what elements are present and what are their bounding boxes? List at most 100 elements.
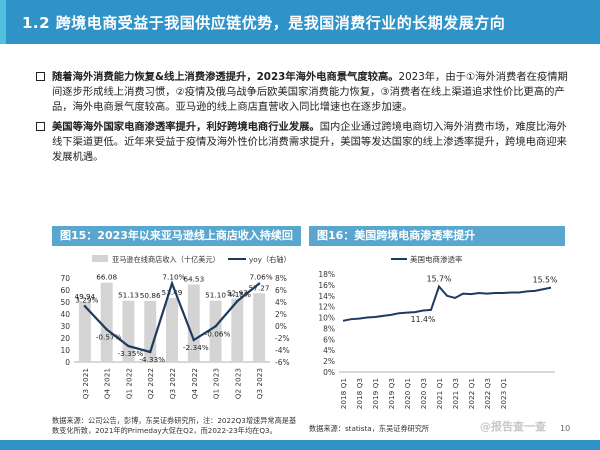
bullet-text: 2023年，由于①海外消费者在疫情期间逐步形成线上消费习惯，②疫情及俄乌战争后欧… (52, 71, 568, 113)
bar-value-label: 66.08 (96, 273, 117, 282)
x-tick-label: Q3 2022 (168, 368, 177, 399)
bar (187, 284, 200, 362)
bar (144, 300, 157, 362)
y-right-tick-label: -6% (275, 358, 290, 367)
yoy-value-label: -0.57% (96, 332, 122, 341)
chart1-source: 数据来源：公司公告，彭博，东吴证券研究所，注：2022Q3增速异常高是基数变化所… (52, 416, 297, 435)
yoy-point (83, 305, 87, 308)
x-tick-label: 2020 Q3 (419, 378, 428, 410)
yoy-value-label: -4.33% (139, 355, 165, 364)
y-left-tick-label: 60 (60, 286, 70, 295)
x-tick-label: Q2 2022 (146, 368, 155, 399)
bar (100, 282, 113, 362)
bullet-list: 随着海外消费能力恢复&线上消费渗透提升，2023年海外电商景气度较高。2023年… (36, 70, 571, 170)
y-right-tick-label: 6% (275, 286, 287, 295)
y-right-tick-label: 4% (275, 298, 287, 307)
chart1-title: 图15：2023年以来亚马逊线上商店收入持续回暖 (52, 226, 301, 262)
yoy-value-label: 3.29% (75, 295, 98, 304)
x-tick-label: Q3 2021 (81, 368, 90, 399)
page-header: 1.2 跨境电商受益于我国供应链优势，是我国消费行业的长期发展方向 (0, 0, 600, 44)
bar-value-label: 53.49 (162, 288, 183, 297)
y-tick-label: 12% (318, 303, 335, 312)
y-tick-label: 16% (318, 281, 335, 290)
x-tick-label: 2022 Q1 (467, 378, 476, 409)
x-tick-label: Q1 2023 (212, 368, 221, 400)
x-tick-label: Q1 2022 (124, 368, 133, 399)
yoy-point (236, 299, 239, 303)
bullet-heading: 随着海外消费能力恢复&线上消费渗透提升，2023年海外电商景气度较高。 (52, 71, 399, 83)
us-ecommerce-penetration-chart: 美国电商渗透率 0% 2% 4% 6% 8%10% 12% 14% 16% 18% 11.4% 15.… (318, 254, 558, 410)
x-tick-label: 2018 Q3 (355, 378, 364, 410)
yoy-point (214, 325, 217, 328)
x-tick-label: 2021 Q3 (451, 378, 460, 410)
y-tick-label: 6% (323, 335, 335, 344)
bar-value-label: 49.94 (74, 292, 95, 301)
bar (122, 300, 135, 362)
header-accent (0, 0, 6, 44)
bar-value-label: 51.13 (118, 291, 139, 300)
yoy-value-label: -0.06% (205, 329, 231, 338)
bar (209, 300, 222, 362)
yoy-value-label: -3.35% (118, 349, 144, 358)
yoy-point (170, 282, 174, 285)
yoy-point (149, 350, 152, 354)
bar-value-label: 52.97 (227, 288, 248, 297)
legend-swatch-bar (92, 255, 108, 262)
watermark: @报告查一查 (480, 420, 546, 433)
bar-value-label: 64.53 (183, 275, 204, 284)
bullet-item: 美国等海外国家电商渗透率提升，利好跨境电商行业发展。国内企业通过跨境电商切入海外… (36, 120, 571, 165)
y-tick-label: 18% (318, 270, 335, 279)
x-tick-label: Q4 2021 (103, 368, 112, 399)
penetration-line (342, 284, 552, 322)
bar (253, 293, 266, 362)
yoy-point (257, 282, 261, 285)
yoy-value-label: 4.15% (228, 290, 251, 299)
y-right-tick-label: -4% (275, 346, 290, 355)
y-left-tick-label: 40 (60, 310, 70, 319)
y-left-tick-label: 0 (65, 358, 70, 367)
legend-label-line: 美国电商渗透率 (410, 254, 463, 264)
x-tick-label: 2021 Q1 (435, 378, 444, 409)
annotation-label: 15.7% (427, 275, 452, 284)
x-tick-label: 2019 Q3 (387, 378, 396, 410)
y-right-tick-label: 0% (275, 322, 287, 331)
bar (78, 302, 91, 362)
bullet-heading: 美国等海外国家电商渗透率提升，利好跨境电商行业发展。 (52, 121, 320, 133)
y-left-tick-label: 30 (60, 322, 70, 331)
y-tick-label: 10% (318, 314, 335, 323)
chart2-title: 图16：美国跨境电商渗透率提升 (309, 226, 565, 246)
legend-label-line: yoy（右轴） (249, 255, 291, 264)
yoy-point (127, 344, 130, 348)
y-left-tick-label: 20 (60, 334, 70, 343)
annotation-label: 15.5% (533, 276, 558, 285)
y-left-tick-label: 70 (60, 274, 70, 283)
amazon-revenue-chart: 亚马逊在线商店收入（十亿美元） yoy（右轴） 0 10 20 30 40 50 60 70 -6%… (60, 255, 291, 400)
checkbox-bullet-icon (36, 72, 45, 81)
y-tick-label: 2% (323, 357, 335, 366)
yoy-value-label: 7.10% (162, 272, 185, 281)
x-tick-label: 2022 Q3 (483, 378, 492, 410)
yoy-point (192, 338, 195, 342)
y-right-tick-label: 8% (275, 274, 287, 283)
y-tick-label: 0% (323, 368, 335, 377)
x-tick-label: Q4 2022 (190, 368, 199, 399)
x-tick-label: 2018 Q1 (339, 378, 348, 409)
y-tick-label: 4% (323, 346, 335, 355)
yoy-value-label: 7.06% (250, 273, 273, 282)
page-number: 10 (560, 424, 571, 433)
y-right-tick-label: 2% (275, 310, 287, 319)
x-tick-label: 2023 Q1 (499, 378, 508, 409)
yoy-value-label: -2.34% (183, 343, 209, 352)
annotation-label: 11.4% (411, 315, 436, 324)
chart2-source: 数据来源：statista，东吴证券研究所 (309, 424, 430, 433)
y-right-tick-label: -2% (275, 334, 290, 343)
y-tick-label: 8% (323, 324, 335, 333)
bar-value-label: 51.10 (205, 291, 226, 300)
yoy-point (105, 328, 108, 331)
bullet-text: 国内企业通过跨境电商切入海外消费市场，难度比海外线下渠道更低。近年来受益于疫情及… (52, 121, 567, 163)
page-title: 1.2 跨境电商受益于我国供应链优势，是我国消费行业的长期发展方向 (22, 13, 506, 32)
y-left-tick-label: 50 (60, 298, 70, 307)
y-tick-label: 14% (318, 292, 335, 301)
x-tick-label: Q2 2023 (233, 368, 242, 400)
x-tick-label: 2019 Q1 (371, 378, 380, 409)
